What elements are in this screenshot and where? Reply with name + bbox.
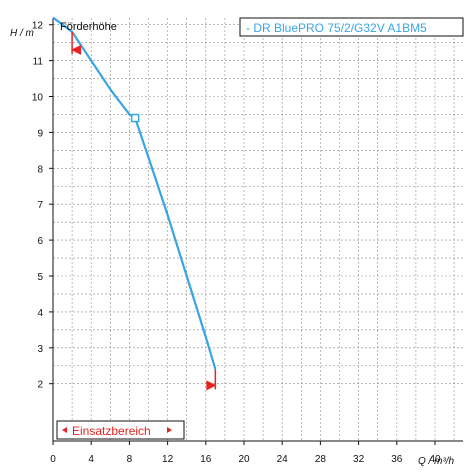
y-tick-label: 3 [37, 344, 43, 355]
x-tick-label: 16 [200, 454, 212, 465]
series-legend: - DR BluePRO 75/2/G32V A1BM5 [239, 17, 464, 37]
einsatz-end-arrow-icon [206, 380, 217, 391]
einsatz-start-arrow-icon [71, 44, 82, 55]
pump-curve-line [52, 16, 217, 370]
plot-area [52, 16, 217, 391]
x-tick-label: 4 [88, 454, 94, 465]
x-tick-label: 32 [353, 454, 365, 465]
x-tick-label: 24 [277, 454, 289, 465]
x-tick-label: 28 [315, 454, 327, 465]
y-tick-labels: 2 3 4 5 6 7 8 9 10 11 12 [32, 21, 53, 391]
einsatzbereich-legend: Einsatzbereich [56, 420, 185, 440]
y-tick-label: 5 [37, 272, 43, 283]
x-tick-label: 40 [429, 454, 441, 465]
chart-title: Förderhöhe [60, 21, 117, 33]
y-tick-label: 10 [32, 93, 44, 104]
y-tick-label: 12 [32, 21, 44, 32]
x-tick-label: 12 [162, 454, 174, 465]
einsatz-left-arrow-icon [62, 427, 67, 433]
series-legend-box [239, 17, 464, 37]
operating-point-marker [130, 113, 140, 123]
y-tick-label: 9 [37, 128, 43, 139]
y-tick-label: 11 [33, 57, 44, 68]
einsatzbereich-box [56, 420, 185, 440]
x-tick-labels: 0 4 8 12 16 20 24 28 32 36 40 [50, 441, 441, 465]
x-tick-label: 0 [50, 454, 56, 465]
einsatzbereich-label: Einsatzbereich [72, 424, 151, 438]
y-tick-label: 4 [37, 308, 43, 319]
x-tick-label: 8 [127, 454, 133, 465]
x-tick-label: 20 [238, 454, 250, 465]
y-tick-label: 6 [37, 236, 43, 247]
y-tick-label: 7 [37, 200, 43, 211]
axes [52, 18, 463, 442]
grid [53, 18, 463, 441]
y-tick-label: 2 [37, 380, 43, 391]
x-axis-label: Q / m³/h [418, 456, 455, 467]
einsatz-right-arrow-icon [167, 427, 172, 433]
y-tick-label: 8 [37, 164, 43, 175]
x-tick-label: 36 [391, 454, 403, 465]
y-axis-label: H / m [10, 28, 34, 39]
series-name: - DR BluePRO 75/2/G32V A1BM5 [246, 21, 427, 35]
